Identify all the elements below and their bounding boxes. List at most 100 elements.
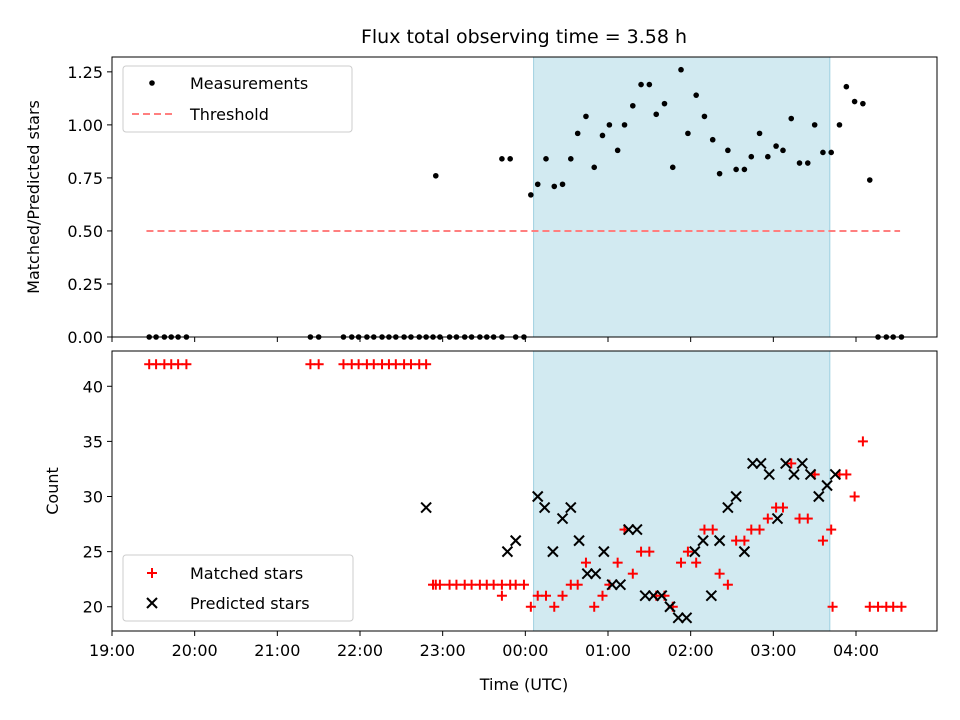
measurement-point [773,143,779,149]
x-tick-label: 02:00 [668,641,714,660]
measurement-point [507,156,513,162]
measurement-point [551,183,558,190]
measurement-point [804,160,811,166]
matched-star-point [691,557,702,568]
predicted-star-point [829,468,842,481]
x-tick-label: 22:00 [337,641,383,660]
measurement-point [606,122,613,128]
bottom-y-tick-label: 35 [83,432,103,451]
top-y-ticks: 0.00 0.25 0.50 0.75 1.00 1.25 [67,63,112,347]
x-tick-label: 00:00 [502,641,548,660]
bottom-y-tick-label: 20 [83,598,103,617]
x-tick-label: 20:00 [172,641,218,660]
measurement-point [653,111,660,118]
top-shaded-region [533,56,831,338]
predicted-star-point [680,612,693,624]
measurement-point [851,98,858,105]
measurement-point [591,164,598,171]
x-tick-label: 04:00 [833,641,879,660]
top-y-tick-label: 0.00 [67,328,103,347]
predicted-star-point [821,479,833,492]
predicted-star-point [573,534,585,547]
top-y-tick-label: 0.25 [67,275,103,294]
predicted-star-point [804,468,817,481]
predicted-star-point [763,468,775,481]
x-tick-label: 03:00 [750,641,796,660]
measurement-point [574,130,581,137]
measurement-point [583,113,589,120]
matched-star-point [597,590,608,601]
predicted-star-point [420,501,432,514]
legend-measurements-label: Measurements [190,74,308,93]
measurement-point [701,113,708,120]
measurement-point [765,153,771,160]
top-x-ticks [111,337,857,342]
matched-star-point [505,579,516,590]
predicted-star-point [532,490,544,503]
predicted-star-point [647,590,660,602]
predicted-star-point [813,490,825,503]
matched-star-point [525,601,536,612]
top-plot-frame [111,56,938,338]
measurement-point [669,164,676,171]
measurement-point [543,156,549,162]
measurement-point [709,136,716,143]
x-tick-label: 19:00 [89,641,135,660]
predicted-star-point [656,590,668,602]
predicted-star-point [755,457,767,470]
matched-star-point [786,458,797,469]
measurement-point [843,83,850,90]
predicted-star-point [589,567,602,580]
top-y-tick-label: 1.25 [67,63,103,82]
matched-star-point [777,502,788,513]
measurement-point [678,66,684,73]
legend-predicted-marker [146,597,158,609]
matched-star-point [421,359,432,370]
x-tick-label: 23:00 [420,641,466,660]
predicted-star-point [598,545,610,558]
predicted-star-point [796,457,808,470]
legend-threshold-label: Threshold [189,105,269,124]
measurement-point [796,160,803,166]
matched-star-point [676,557,687,568]
matched-star-point [627,568,638,579]
legend-predicted-label: Predicted stars [190,594,310,613]
predicted-star-point [501,545,514,558]
measurement-point [621,122,628,128]
predicted-star-point [614,578,627,591]
bottom-y-tick-label: 40 [83,377,103,396]
matched-star-point [541,590,551,601]
measurement-point [693,92,699,98]
legend-matched-marker [147,568,157,578]
measurement-point [756,130,763,137]
bottom-y-tick-label: 25 [83,543,103,562]
matched-star-point [707,524,718,535]
matched-star-point [518,579,529,590]
measurement-point [528,192,534,198]
matched-star-point [430,579,441,590]
matched-star-point [827,601,838,612]
matched-star-point [557,590,568,601]
measurement-point [559,181,566,188]
matched-star-point [896,601,907,612]
x-axis-label: Time (UTC) [479,675,568,694]
matched-star-point [817,535,828,546]
chart-title: Flux total observing time = 3.58 h [361,26,687,48]
predicted-star-point [538,501,551,514]
predicted-star-point [547,545,559,558]
predicted-star-point [581,567,594,580]
measurement-point [733,166,739,173]
measurement-point [820,149,826,156]
matched-star-point [580,557,591,568]
measurement-point [866,177,873,183]
predicted-star-point [697,534,709,547]
measurement-point [716,170,723,177]
measurement-point [741,166,748,173]
matched-star-point [549,601,560,612]
predicted-star-point [746,457,759,470]
matched-star-point [762,513,773,524]
top-y-tick-label: 1.00 [67,116,103,135]
matched-star-point [802,513,813,524]
measurement-point [630,102,636,109]
